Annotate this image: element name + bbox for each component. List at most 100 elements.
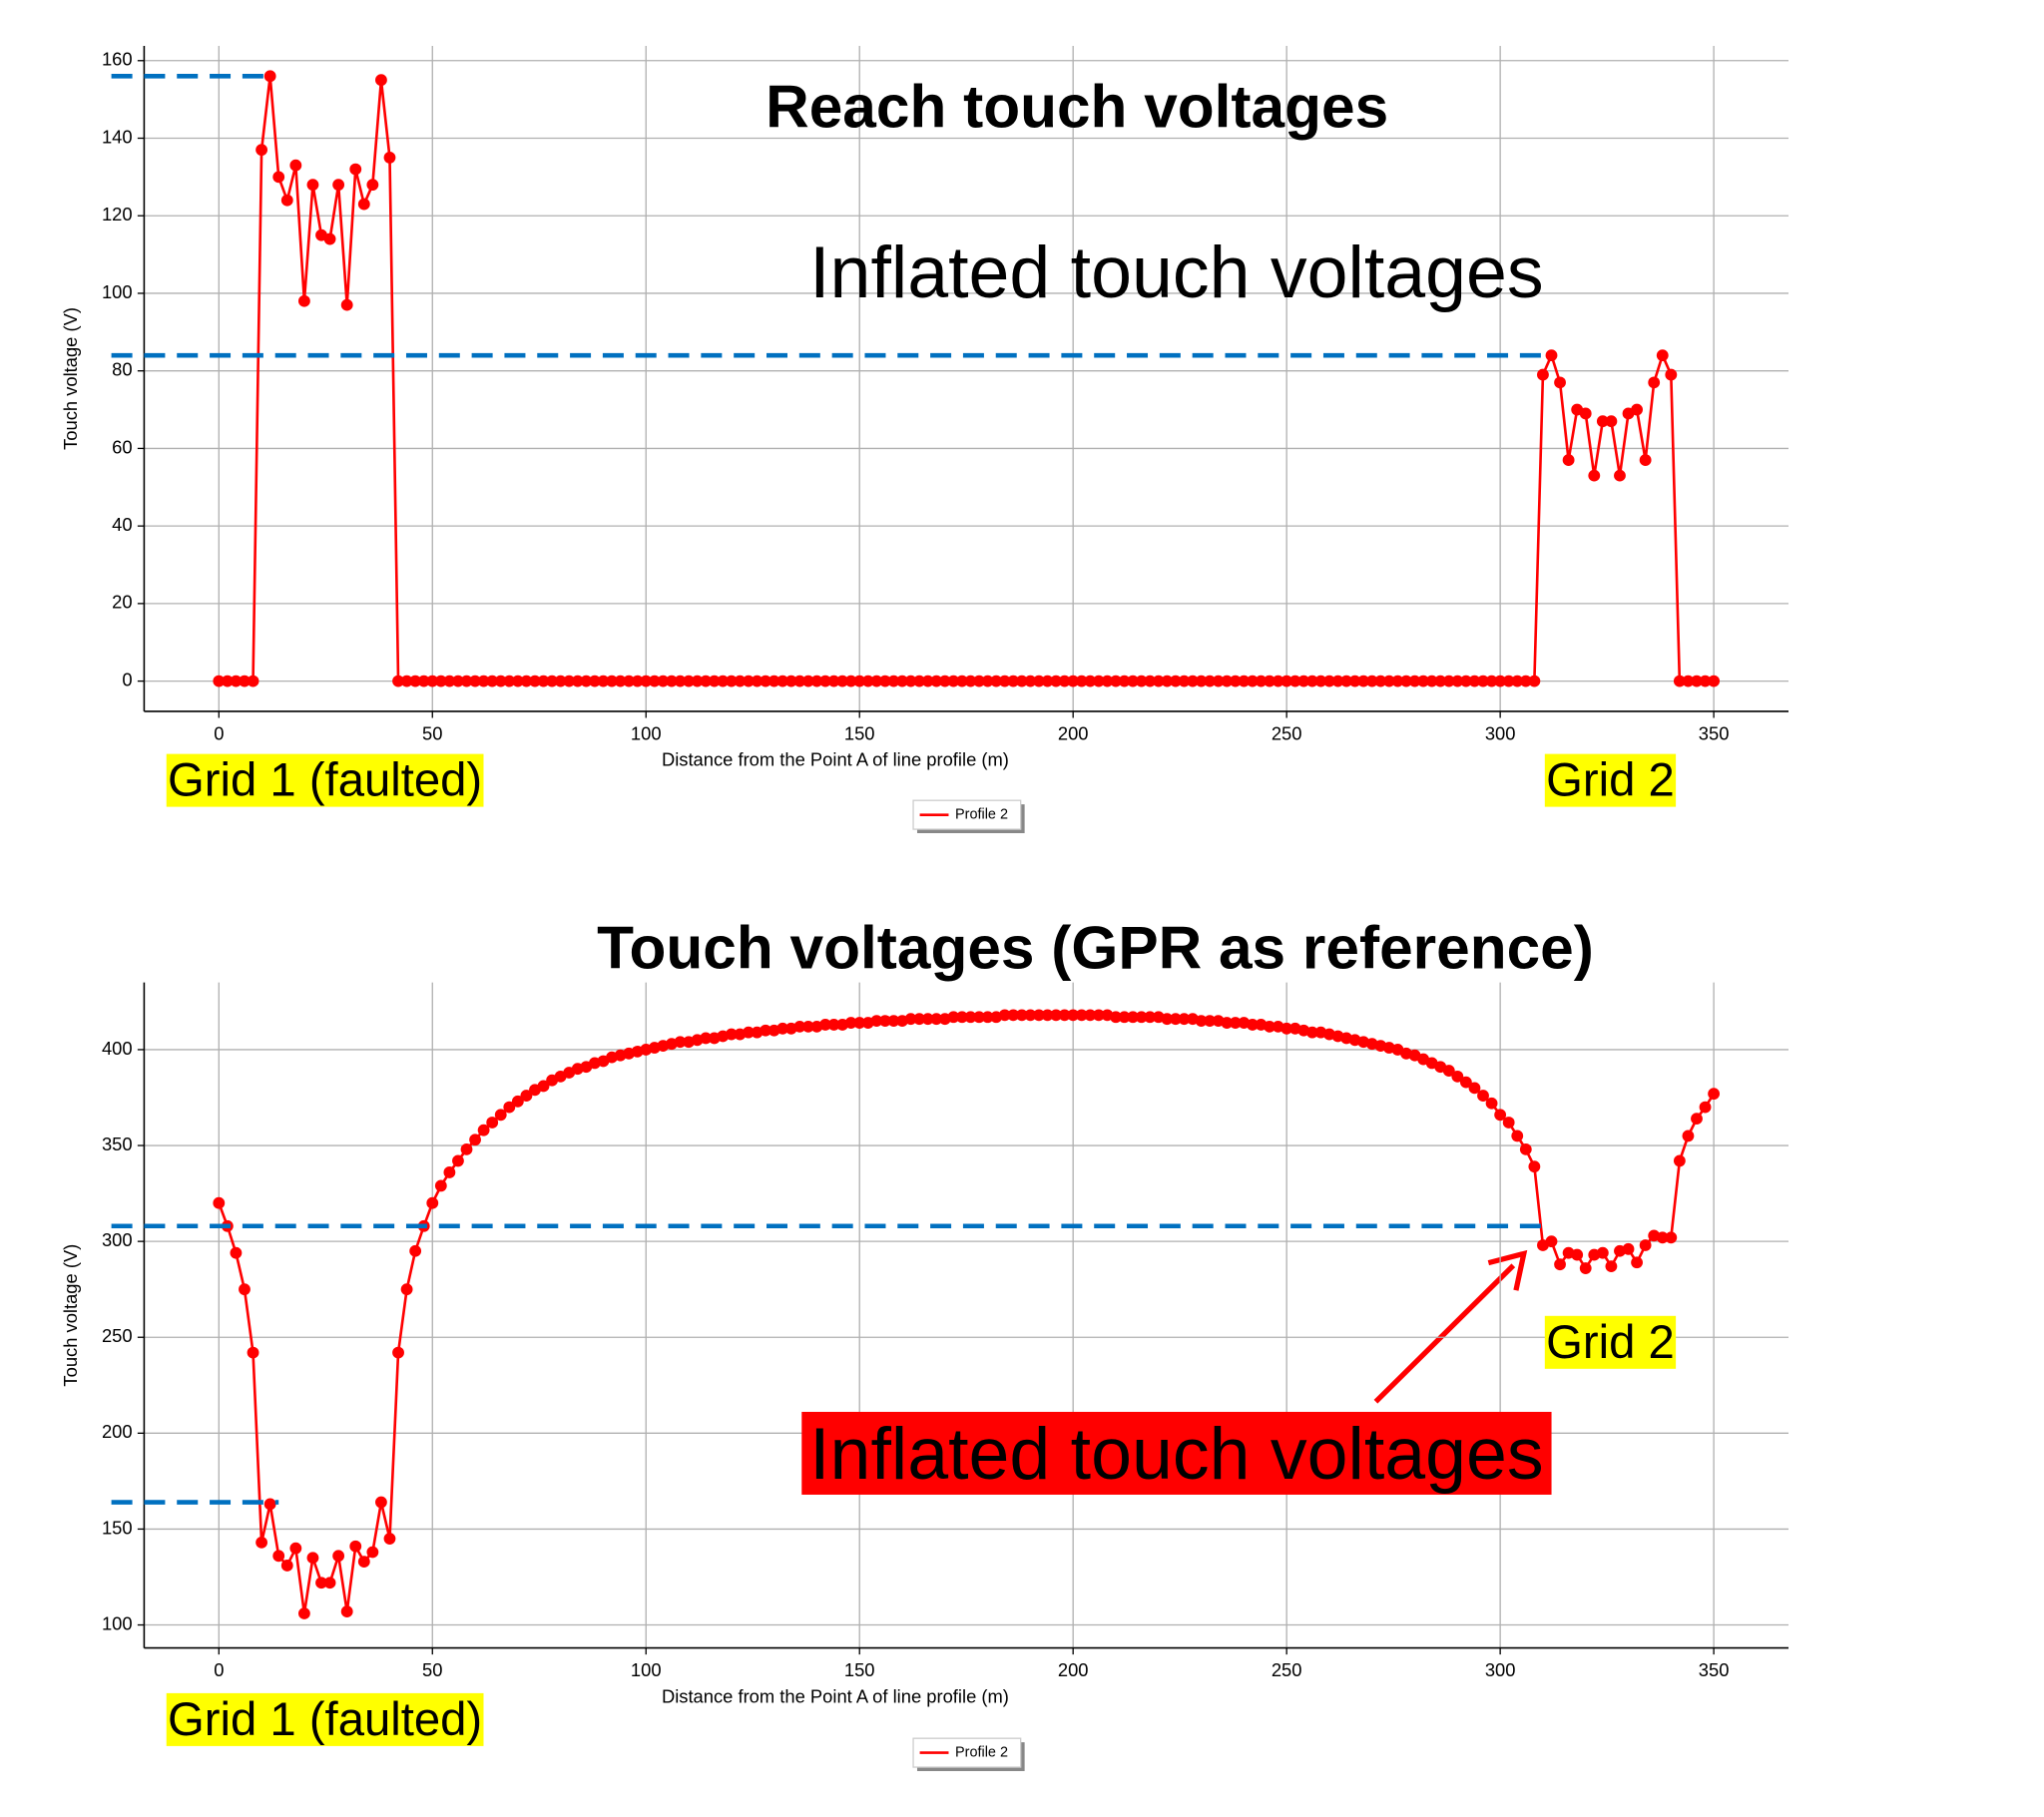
- data-point: [1169, 1013, 1182, 1026]
- data-point: [1033, 675, 1045, 687]
- data-point: [443, 1166, 456, 1178]
- data-point: [1579, 407, 1592, 420]
- data-point: [1494, 675, 1507, 687]
- data-point: [631, 675, 644, 687]
- legend-label: Profile 2: [955, 806, 1008, 822]
- data-point: [340, 298, 353, 311]
- data-point: [1605, 1260, 1618, 1273]
- data-point: [256, 1536, 268, 1549]
- data-point: [1135, 675, 1148, 687]
- data-point: [1631, 1256, 1643, 1269]
- data-point: [1255, 675, 1268, 687]
- data-point: [1127, 675, 1140, 687]
- x-tick-label: 150: [844, 1659, 875, 1680]
- x-tick-label: 50: [422, 722, 442, 743]
- data-point: [1545, 1235, 1558, 1248]
- data-point: [366, 179, 379, 192]
- data-point: [1024, 675, 1037, 687]
- y-tick-label: 0: [122, 669, 132, 689]
- data-point: [392, 675, 404, 687]
- data-point: [853, 1017, 866, 1029]
- data-point: [1596, 415, 1609, 428]
- data-point: [904, 675, 917, 687]
- data-point: [973, 675, 985, 687]
- data-point: [725, 675, 738, 687]
- data-point: [443, 675, 456, 687]
- y-tick-label: 80: [112, 359, 132, 380]
- data-point: [947, 1011, 960, 1024]
- data-point: [1665, 368, 1678, 381]
- data-point: [998, 675, 1011, 687]
- y-tick-label: 140: [102, 126, 133, 147]
- data-point: [819, 675, 831, 687]
- data-point: [930, 1013, 943, 1026]
- data-point: [357, 1556, 370, 1569]
- data-point: [827, 675, 840, 687]
- data-point: [760, 675, 771, 687]
- data-point: [280, 194, 293, 207]
- x-tick-label: 100: [631, 1659, 662, 1680]
- data-point: [375, 74, 387, 87]
- data-point: [1015, 1009, 1028, 1022]
- y-tick-label: 100: [102, 281, 133, 302]
- annotation-text: Grid 1 (faulted): [168, 754, 482, 807]
- data-point: [1537, 368, 1549, 381]
- data-point: [1144, 675, 1157, 687]
- data-point: [409, 675, 422, 687]
- data-point: [452, 1154, 464, 1167]
- y-tick-label: 150: [102, 1517, 133, 1538]
- data-point: [1050, 1009, 1062, 1022]
- data-point: [1451, 675, 1464, 687]
- data-point: [743, 675, 755, 687]
- data-point: [674, 1036, 687, 1049]
- data-point: [366, 1546, 379, 1559]
- data-point: [297, 1607, 310, 1619]
- data-point: [1691, 675, 1703, 687]
- arrow-shaft: [1373, 1263, 1516, 1404]
- legend-label: Profile 2: [955, 1744, 1008, 1760]
- data-point: [494, 675, 507, 687]
- data-point: [375, 1496, 387, 1509]
- y-tick-label: 100: [102, 1612, 133, 1633]
- data-point: [239, 1283, 251, 1296]
- data-point: [1682, 1130, 1695, 1142]
- series: [213, 1009, 1721, 1619]
- data-point: [674, 675, 687, 687]
- data-point: [486, 675, 499, 687]
- data-point: [1451, 1070, 1464, 1083]
- y-axis-label: Touch voltage (V): [60, 1244, 81, 1387]
- data-point: [767, 675, 780, 687]
- data-point: [1024, 1009, 1037, 1022]
- data-point: [1417, 675, 1430, 687]
- annotation-text: Grid 2: [1546, 754, 1675, 807]
- data-point: [297, 294, 310, 307]
- data-point: [1554, 376, 1566, 389]
- data-point: [751, 675, 764, 687]
- data-point: [357, 198, 370, 211]
- data-point: [708, 675, 721, 687]
- y-tick-label: 160: [102, 49, 133, 70]
- data-point: [563, 675, 576, 687]
- y-tick-label: 350: [102, 1134, 133, 1154]
- y-tick-label: 40: [112, 514, 132, 535]
- data-point: [213, 675, 226, 687]
- annotation: Grid 2: [1544, 753, 1677, 807]
- data-point: [981, 1011, 994, 1024]
- data-point: [717, 675, 730, 687]
- data-point: [537, 675, 550, 687]
- data-point: [1075, 1009, 1088, 1022]
- data-point: [247, 1346, 259, 1359]
- data-point: [981, 675, 994, 687]
- x-tick-label: 350: [1699, 1659, 1730, 1680]
- data-point: [1075, 675, 1088, 687]
- data-point: [1691, 1113, 1703, 1126]
- data-point: [691, 675, 704, 687]
- data-point: [529, 675, 541, 687]
- y-tick-label: 20: [112, 592, 132, 613]
- annotation-highlight: [166, 1692, 484, 1746]
- data-point: [998, 1009, 1011, 1022]
- data-point: [1007, 1009, 1020, 1022]
- data-point: [1485, 1097, 1498, 1110]
- x-tick-label: 200: [1058, 722, 1089, 743]
